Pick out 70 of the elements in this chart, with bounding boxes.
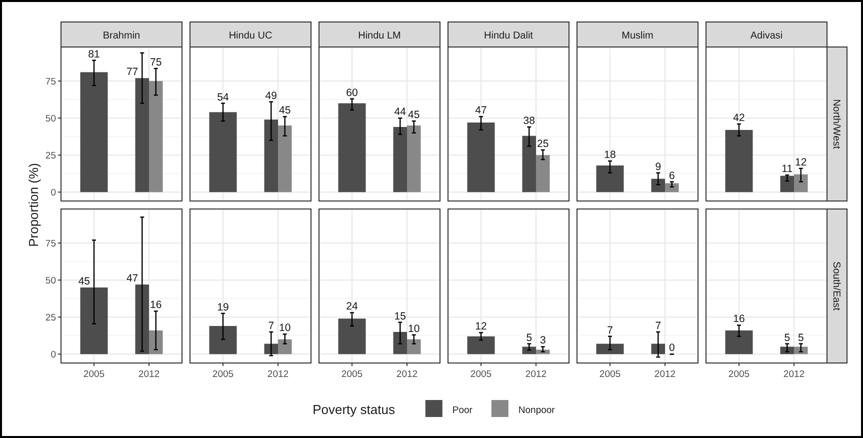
data-label: 5	[784, 332, 790, 344]
y-tick-label: 50	[45, 114, 56, 125]
chart-title: Muslim	[622, 30, 654, 42]
data-label: 45	[279, 104, 291, 117]
y-tick-label: 75	[45, 76, 56, 88]
x-tick-label: 2005	[728, 369, 750, 380]
data-label: 16	[150, 299, 162, 312]
data-label: 42	[733, 112, 745, 124]
x-tick-label: 2012	[525, 369, 547, 380]
data-label: 54	[217, 91, 229, 104]
data-label: 0	[668, 342, 675, 354]
bar	[149, 330, 163, 354]
data-label: 12	[475, 320, 487, 333]
data-label: 11	[782, 163, 793, 176]
y-tick-label: 25	[45, 150, 56, 162]
data-label: 5	[526, 332, 532, 344]
chart-title: Hindu UC	[228, 30, 272, 42]
x-tick-label: 2012	[267, 369, 289, 380]
y-tick-label: 50	[45, 276, 56, 287]
x-tick-label: 2012	[396, 369, 418, 380]
x-tick-label: 2005	[470, 369, 492, 380]
data-label: 16	[733, 313, 745, 326]
chart-title: Hindu Dalit	[484, 30, 534, 42]
x-tick-label: 2012	[654, 369, 676, 380]
y-axis-title: Proportion (%)	[26, 163, 41, 247]
data-label: 7	[655, 320, 662, 332]
chart-title: Hindu LM	[358, 30, 401, 42]
data-label: 18	[604, 149, 616, 162]
y-tick-label: 75	[45, 238, 56, 250]
data-label: 9	[655, 160, 662, 173]
x-tick-label: 2012	[783, 369, 805, 380]
x-tick-label: 2005	[83, 369, 105, 380]
data-label: 6	[668, 170, 675, 182]
data-label: 47	[475, 104, 487, 117]
bar	[149, 81, 163, 192]
data-label: 75	[150, 56, 162, 68]
data-label: 7	[607, 324, 614, 336]
x-tick-label: 2005	[599, 369, 621, 380]
data-label: 15	[394, 310, 406, 322]
data-label: 10	[408, 322, 420, 335]
data-label: 44	[394, 106, 406, 118]
legend-label: Poor	[452, 405, 472, 416]
x-tick-label: 2005	[341, 369, 363, 380]
data-label: 12	[795, 156, 807, 168]
data-label: 60	[346, 86, 358, 99]
data-label: 38	[523, 114, 536, 127]
data-label: 7	[268, 320, 274, 332]
x-tick-label: 2012	[138, 369, 160, 380]
data-label: 47	[126, 272, 138, 285]
data-label: 77	[126, 66, 138, 78]
data-label: 19	[217, 301, 229, 314]
y-tick-label: 25	[45, 312, 56, 324]
text: North/West	[830, 99, 842, 150]
legend-label: Nonpoor	[518, 405, 555, 416]
y-tick-label: 0	[50, 188, 56, 199]
data-label: 45	[78, 275, 90, 288]
data-label: 81	[88, 48, 100, 60]
data-label: 25	[537, 138, 549, 150]
data-label: 49	[265, 90, 278, 102]
chart-title: Brahmin	[102, 30, 140, 42]
data-label: 5	[798, 332, 804, 344]
x-tick-label: 2005	[212, 369, 234, 380]
data-label: 10	[279, 322, 291, 334]
y-tick-label: 0	[50, 350, 56, 361]
text: South/East	[830, 262, 842, 311]
data-label: 3	[540, 334, 546, 347]
data-label: 45	[408, 109, 420, 122]
legend-title: Poverty status	[312, 402, 396, 417]
data-label: 24	[346, 300, 358, 313]
chart-title: Adivasi	[750, 30, 783, 42]
